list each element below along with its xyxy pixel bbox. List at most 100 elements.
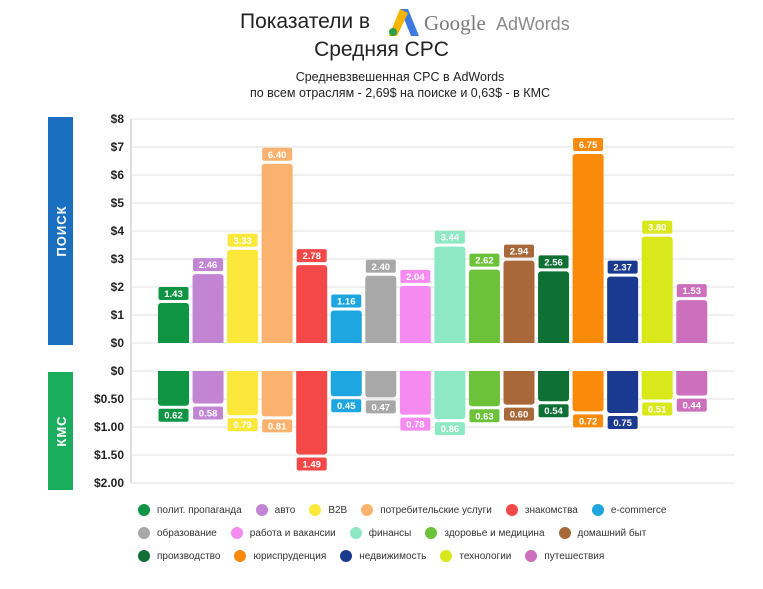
bar — [572, 154, 604, 412]
bar-value-label: 0.72 — [579, 416, 598, 427]
bar-label-bg — [365, 400, 396, 414]
legend-swatch — [425, 527, 438, 539]
bar-label-bg — [642, 402, 673, 416]
search-panel — [48, 117, 73, 345]
bar-label-bg — [434, 230, 465, 244]
chart-title: Средняя CPC — [314, 38, 449, 61]
bar-gap — [191, 343, 225, 371]
legend-item: юриспруденция — [234, 550, 326, 562]
bar-label-bg — [227, 233, 258, 247]
cpc-chart: $8 $7 $6 $5 $4 $3 $2 $1 $0 $0 $0.50 $1.00 $1.50 $2.00… — [48, 112, 735, 490]
bar-value-label: 0.44 — [683, 401, 702, 412]
y-tick-label: $5 — [111, 196, 125, 210]
bar-gap — [226, 343, 260, 371]
bar-value-label: 0.51 — [648, 405, 667, 416]
bar-label-bg — [296, 457, 327, 471]
bar-gap — [295, 343, 329, 371]
bar-value-label: 6.40 — [268, 150, 287, 161]
google-wordmark: Google — [424, 11, 486, 35]
bar — [434, 246, 466, 420]
legend-item: потребительские услуги — [361, 504, 492, 516]
bar-value-label: 3.80 — [648, 223, 667, 234]
bar-value-label: 0.62 — [164, 411, 183, 422]
legend-swatch — [138, 504, 150, 516]
search-panel-label: ПОИСК — [54, 205, 69, 256]
page-title: Показатели в — [240, 10, 371, 33]
y-tick-label: $0 — [111, 336, 125, 350]
legend-label: технологии — [459, 550, 512, 562]
legend-item: полит. пропаганда — [138, 504, 242, 516]
legend-label: здоровье и медицина — [444, 527, 545, 539]
bar — [192, 274, 224, 404]
bar-value-label: 0.75 — [613, 418, 632, 429]
legend-item: B2B — [309, 504, 347, 516]
legend-swatch — [558, 527, 571, 539]
bar-value-label: 0.47 — [372, 402, 391, 413]
header: Показатели в Google AdWords — [0, 4, 763, 40]
bar-label-bg — [296, 249, 327, 263]
legend-swatch — [138, 527, 150, 539]
bar-gap — [675, 343, 709, 371]
bar-value-label: 0.58 — [199, 408, 218, 419]
bar-label-bg — [365, 259, 396, 273]
legend-label: B2B — [328, 504, 348, 516]
y-tick-label: $7 — [111, 140, 125, 154]
bar-value-label: 6.75 — [579, 140, 598, 151]
bar-label-bg — [504, 244, 534, 258]
bar-value-label: 1.49 — [302, 459, 321, 470]
bar-label-bg — [607, 416, 638, 429]
bar-label-bg — [262, 147, 293, 161]
legend-swatch — [309, 504, 322, 516]
bar-gap — [398, 343, 432, 371]
legend-item: авто — [255, 504, 296, 516]
chart-description: Средневзвешенная CPC в AdWords по всем о… — [0, 69, 763, 101]
bar-gap — [329, 343, 363, 371]
legend-swatch — [505, 504, 518, 516]
bar-value-label: 2.04 — [406, 272, 425, 283]
bar-value-label: 0.45 — [337, 401, 356, 412]
bar-label-bg — [469, 409, 500, 423]
bar-label-bg — [573, 138, 604, 151]
y-tick-label: $3 — [111, 252, 125, 266]
display-panel-label: КМС — [54, 415, 69, 446]
legend-label: авто — [274, 504, 296, 516]
legend-row: полит. пропаганда авто B2B потребительские … — [138, 500, 698, 520]
bar-label-bg — [331, 294, 362, 308]
bar-label-bg — [262, 419, 293, 433]
legend-label: образование — [157, 527, 217, 539]
bar-value-label: 0.63 — [475, 411, 494, 422]
bar-value-label: 2.40 — [372, 262, 391, 273]
legend-item: e-commerce — [591, 504, 666, 516]
bar — [261, 163, 293, 417]
bar-value-label: 2.62 — [475, 256, 494, 267]
bar-label-bg — [642, 220, 673, 234]
legend-label: путешествия — [544, 550, 605, 562]
legend-label: юриспруденция — [253, 550, 327, 562]
bar-label-bg — [227, 418, 258, 432]
bar-gap — [537, 343, 571, 371]
legend-row: производство юриспруденция недвижимость тех… — [138, 546, 698, 566]
legend-item: образование — [138, 527, 217, 539]
y-tick-label: $1 — [111, 308, 125, 322]
legend-item: производство — [138, 550, 220, 562]
bar — [641, 236, 673, 400]
bar-label-bg — [676, 398, 707, 412]
legend-label: недвижимость — [359, 550, 427, 562]
bar-value-label: 0.86 — [441, 424, 460, 435]
bar-value-label: 0.81 — [268, 421, 287, 432]
chart-legend: полит. пропаганда авто B2B потребительские … — [138, 500, 698, 569]
legend-swatch — [591, 504, 604, 516]
bar-label-bg — [331, 399, 362, 413]
bar-label-bg — [538, 255, 569, 269]
bar-value-label: 0.60 — [510, 410, 529, 421]
bar-label-bg — [504, 407, 534, 421]
y-tick-label: $0.50 — [94, 392, 124, 406]
bar — [538, 271, 570, 402]
bar-value-label: 2.56 — [544, 257, 563, 268]
y-tick-label: $2.00 — [94, 476, 124, 490]
adwords-logo-icon — [389, 9, 419, 36]
bar-label-bg — [573, 414, 604, 428]
legend-row: образование работа и вакансии финансы здоро… — [138, 523, 698, 543]
bar — [468, 269, 500, 407]
y-tick-label: $1.00 — [94, 420, 124, 434]
